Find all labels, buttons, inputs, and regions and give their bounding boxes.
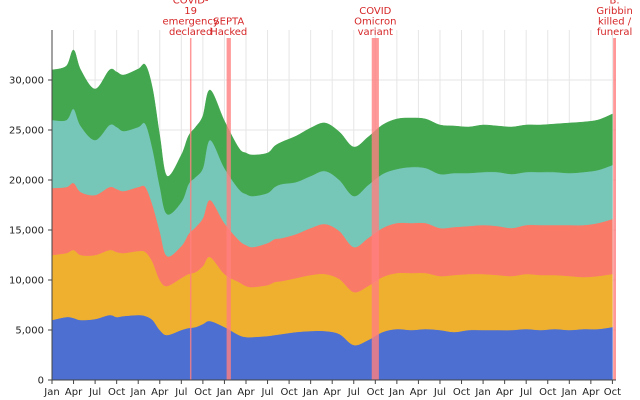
x-tick-label: Jan	[561, 387, 577, 398]
annotation-label: COVID-	[173, 0, 209, 7]
x-tick-label: Jan	[130, 387, 146, 398]
x-tick-label: Jul	[519, 387, 532, 398]
x-tick-label: Jul	[347, 387, 360, 398]
x-tick-label: Jul	[261, 387, 274, 398]
x-tick-label: Jan	[43, 387, 59, 398]
x-tick-label: Jan	[388, 387, 404, 398]
x-tick-label: Jan	[474, 387, 490, 398]
annotation-label: SEPTA	[213, 17, 244, 28]
x-tick-label: Apr	[237, 387, 255, 398]
x-tick-label: Apr	[582, 387, 600, 398]
axis-layer: 0 5,000 10,000 15,000 20,000 25,000 30,000 Jan A…	[9, 30, 621, 398]
y-tick-label: 5,000	[15, 326, 44, 337]
area-series-5	[51, 49, 613, 215]
x-tick-label: Jul	[174, 387, 187, 398]
annotation-label: COVID	[359, 6, 391, 17]
x-tick-label: Apr	[65, 387, 83, 398]
annotation-label: declared	[169, 27, 212, 38]
x-tick-label: Oct	[539, 387, 556, 398]
annotation-label: variant	[358, 27, 393, 38]
x-tick-label: Apr	[496, 387, 514, 398]
annotation-label: Omicron	[354, 17, 396, 28]
area-layer	[51, 49, 613, 381]
y-tick-label: 15,000	[9, 226, 44, 237]
y-tick-label: 30,000	[9, 76, 44, 87]
annotation-band-2	[226, 38, 231, 380]
x-tick-label: Oct	[280, 387, 297, 398]
x-tick-label: Jul	[88, 387, 101, 398]
x-tick-label: Jan	[302, 387, 318, 398]
annotation-band-4	[613, 38, 616, 380]
y-tick-label: 0	[38, 376, 44, 387]
x-tick-label: Oct	[453, 387, 470, 398]
annotation-label: B.	[610, 0, 620, 7]
x-tick-label: Jul	[433, 387, 446, 398]
x-tick-label: Oct	[108, 387, 125, 398]
annotation-label: emergency	[163, 17, 219, 28]
x-tick-label: Oct	[367, 387, 384, 398]
annotation-label: 19	[184, 6, 197, 17]
annotation-label: Hacked	[210, 27, 247, 38]
y-tick-label: 20,000	[9, 176, 44, 187]
x-tick-label: Oct	[604, 387, 621, 398]
x-tick-label: Apr	[410, 387, 428, 398]
x-tick-label: Jan	[216, 387, 232, 398]
x-tick-label: Oct	[194, 387, 211, 398]
x-tick-label: Apr	[324, 387, 342, 398]
x-tick-label: Apr	[151, 387, 169, 398]
annotation-band-1	[189, 38, 192, 380]
annotation-label: killed /	[598, 17, 632, 28]
y-tick-label: 10,000	[9, 276, 44, 287]
annotation-label: funeral	[597, 27, 632, 38]
annotation-label: Gribbin	[596, 6, 632, 17]
annotation-band-3	[371, 38, 379, 380]
y-tick-label: 25,000	[9, 126, 44, 137]
